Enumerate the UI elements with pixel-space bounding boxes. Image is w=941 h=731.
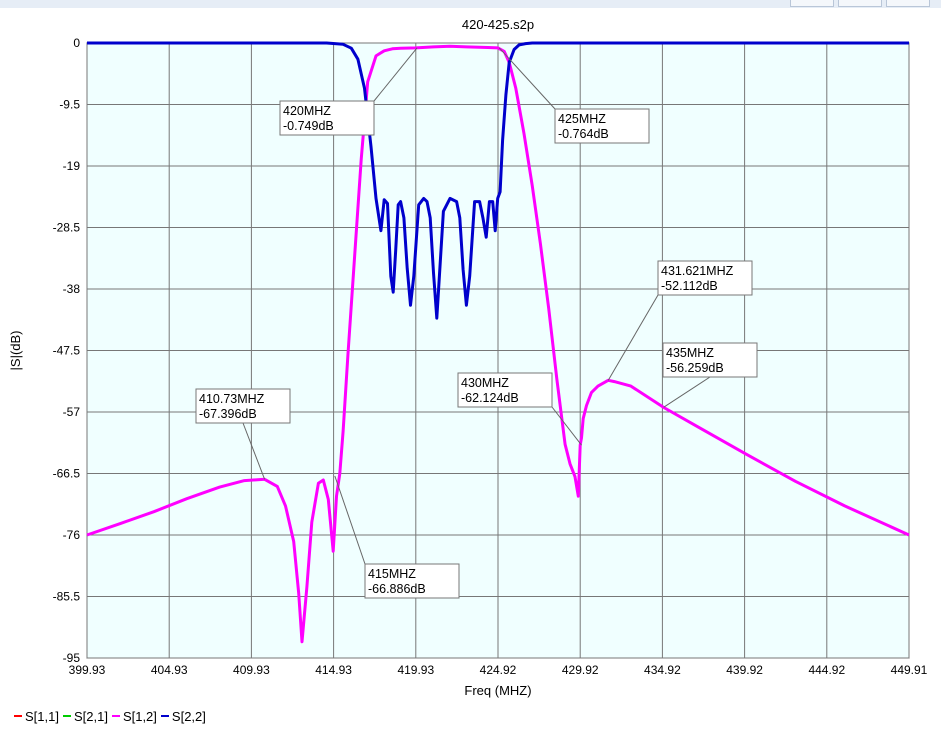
annotation-frequency: 420MHZ bbox=[283, 104, 331, 118]
annotation-box bbox=[195, 388, 291, 424]
y-tick-label: -28.5 bbox=[53, 221, 81, 235]
series-line-22 bbox=[87, 41, 909, 320]
annotation-leader bbox=[498, 47, 556, 110]
x-tick-label: 444.92 bbox=[808, 663, 845, 677]
y-tick-label: -66.5 bbox=[53, 467, 81, 481]
legend-label: S[1,1] bbox=[25, 708, 59, 724]
annotation-frequency: 425MHZ bbox=[558, 112, 606, 126]
y-tick-label: -19 bbox=[63, 159, 81, 173]
annotation-box bbox=[657, 260, 753, 296]
annotation-frequency: 415MHZ bbox=[368, 567, 416, 581]
x-tick-label: 424.92 bbox=[480, 663, 517, 677]
annotation-leader bbox=[334, 475, 366, 565]
annotation-box bbox=[457, 372, 553, 408]
legend-swatch bbox=[160, 715, 169, 717]
legend-item: S[2,2] bbox=[160, 708, 206, 724]
legend-label: S[2,2] bbox=[171, 708, 206, 724]
legend-swatch bbox=[111, 715, 120, 717]
annotation-value: -67.396dB bbox=[199, 407, 257, 421]
annotation-frequency: 430MHZ bbox=[461, 376, 509, 390]
y-axis-label: |S|(dB) bbox=[8, 331, 23, 371]
annotation-leader bbox=[242, 422, 266, 480]
s-parameter-chart: 399.93 404.93 409.93 414.93 419.93 424.92 429.… bbox=[8, 17, 928, 698]
y-tick-label: -95 bbox=[63, 651, 81, 665]
y-tick-label: 0 bbox=[73, 36, 80, 50]
legend-swatch bbox=[62, 715, 71, 717]
legend-swatch bbox=[14, 715, 22, 717]
annotation-value: -0.764dB bbox=[558, 127, 609, 141]
annotation-frequency: 410.73MHZ bbox=[199, 392, 265, 406]
toolbar-button[interactable] bbox=[886, 0, 930, 7]
annotation-value: -66.886dB bbox=[368, 582, 426, 596]
annotation-box bbox=[364, 563, 460, 599]
x-tick-label: 419.93 bbox=[397, 663, 434, 677]
x-axis-label: Freq (MHZ) bbox=[464, 683, 531, 698]
window-top-bar bbox=[0, 0, 941, 8]
x-tick-label: 409.93 bbox=[233, 663, 270, 677]
x-tick-label: 414.93 bbox=[315, 663, 352, 677]
toolbar-button[interactable] bbox=[838, 0, 882, 7]
annotation-leader bbox=[607, 294, 659, 381]
annotation-box bbox=[279, 100, 375, 136]
x-tick-label: 429.92 bbox=[562, 663, 599, 677]
x-tick-label: 399.93 bbox=[69, 663, 106, 677]
annotation-frequency: 435MHZ bbox=[666, 346, 714, 360]
annotation-box bbox=[662, 342, 758, 378]
annotation-value: -0.749dB bbox=[283, 119, 334, 133]
annotation-frequency: 431.621MHZ bbox=[661, 264, 734, 278]
annotation-value: -52.112dB bbox=[661, 279, 718, 293]
annotation-value: -56.259dB bbox=[666, 361, 724, 375]
annotation-leader bbox=[663, 376, 711, 408]
annotation-leader bbox=[373, 47, 418, 102]
y-tick-label: -76 bbox=[63, 528, 81, 542]
y-tick-label: -47.5 bbox=[53, 344, 81, 358]
x-tick-label: 404.93 bbox=[151, 663, 188, 677]
legend-item: S[1,1] bbox=[14, 709, 59, 724]
x-tick-label: 449.91 bbox=[891, 663, 928, 677]
annotation-leader bbox=[551, 406, 582, 446]
y-tick-label: -9.5 bbox=[59, 98, 80, 112]
legend-label: S[1,2] bbox=[122, 708, 157, 724]
chart-title: 420-425.s2p bbox=[462, 17, 534, 32]
y-tick-label: -57 bbox=[63, 405, 81, 419]
legend-item: S[2,1] bbox=[62, 708, 108, 724]
legend-label: S[2,1] bbox=[73, 708, 108, 724]
toolbar-button[interactable] bbox=[790, 0, 834, 7]
annotation-box bbox=[554, 108, 650, 144]
x-tick-label: 434.92 bbox=[644, 663, 681, 677]
y-tick-label: -85.5 bbox=[53, 590, 81, 604]
y-tick-label: -38 bbox=[63, 282, 81, 296]
series-line-12 bbox=[86, 44, 910, 644]
legend: S[1,1] S[2,1] S[1,2] S[2,2] bbox=[14, 706, 210, 726]
legend-item: S[1,2] bbox=[111, 708, 157, 724]
annotation-value: -62.124dB bbox=[461, 391, 519, 405]
x-tick-label: 439.92 bbox=[726, 663, 763, 677]
